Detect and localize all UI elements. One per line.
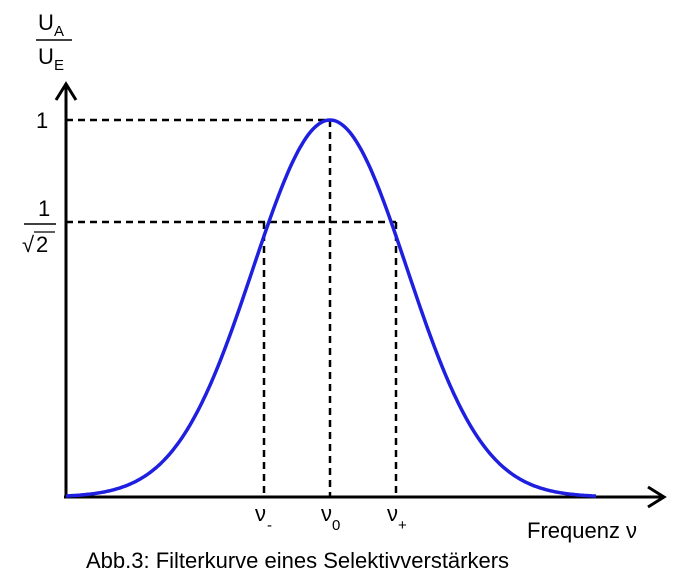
nu-minus-symbol: ν: [255, 501, 266, 526]
x-axis-label: Frequenz ν: [527, 518, 637, 543]
y-axis-label: U A U E: [36, 10, 72, 74]
tick-inv-sqrt2-radicand: 2: [36, 232, 48, 257]
figure-caption: Abb.3: Filterkurve eines Selektivverstär…: [86, 548, 509, 573]
nu-plus-symbol: ν: [387, 501, 398, 526]
tick-label-inv-sqrt2: 1 √ 2: [22, 196, 56, 257]
x-axis-arrowhead: [647, 485, 667, 509]
filter-curve: [65, 118, 596, 498]
nu-minus-sub: -: [267, 517, 272, 534]
y-label-numerator-sub: A: [54, 23, 64, 40]
nu-plus-sub: +: [398, 517, 407, 534]
y-label-numerator-base: U: [38, 10, 54, 35]
marker-nu-minus: ν -: [255, 501, 272, 534]
marker-nu-zero: ν 0: [321, 501, 340, 534]
tick-inv-sqrt2-radical: √: [22, 232, 35, 257]
y-label-denominator-base: U: [38, 44, 54, 69]
y-axis-arrowhead: [54, 81, 78, 101]
y-label-denominator-sub: E: [54, 57, 64, 74]
tick-inv-sqrt2-numerator: 1: [38, 196, 50, 221]
marker-nu-plus: ν +: [387, 501, 407, 534]
tick-label-one: 1: [36, 108, 48, 133]
guide-lines: [66, 118, 398, 497]
nu-zero-symbol: ν: [321, 501, 332, 526]
nu-zero-sub: 0: [332, 517, 340, 534]
